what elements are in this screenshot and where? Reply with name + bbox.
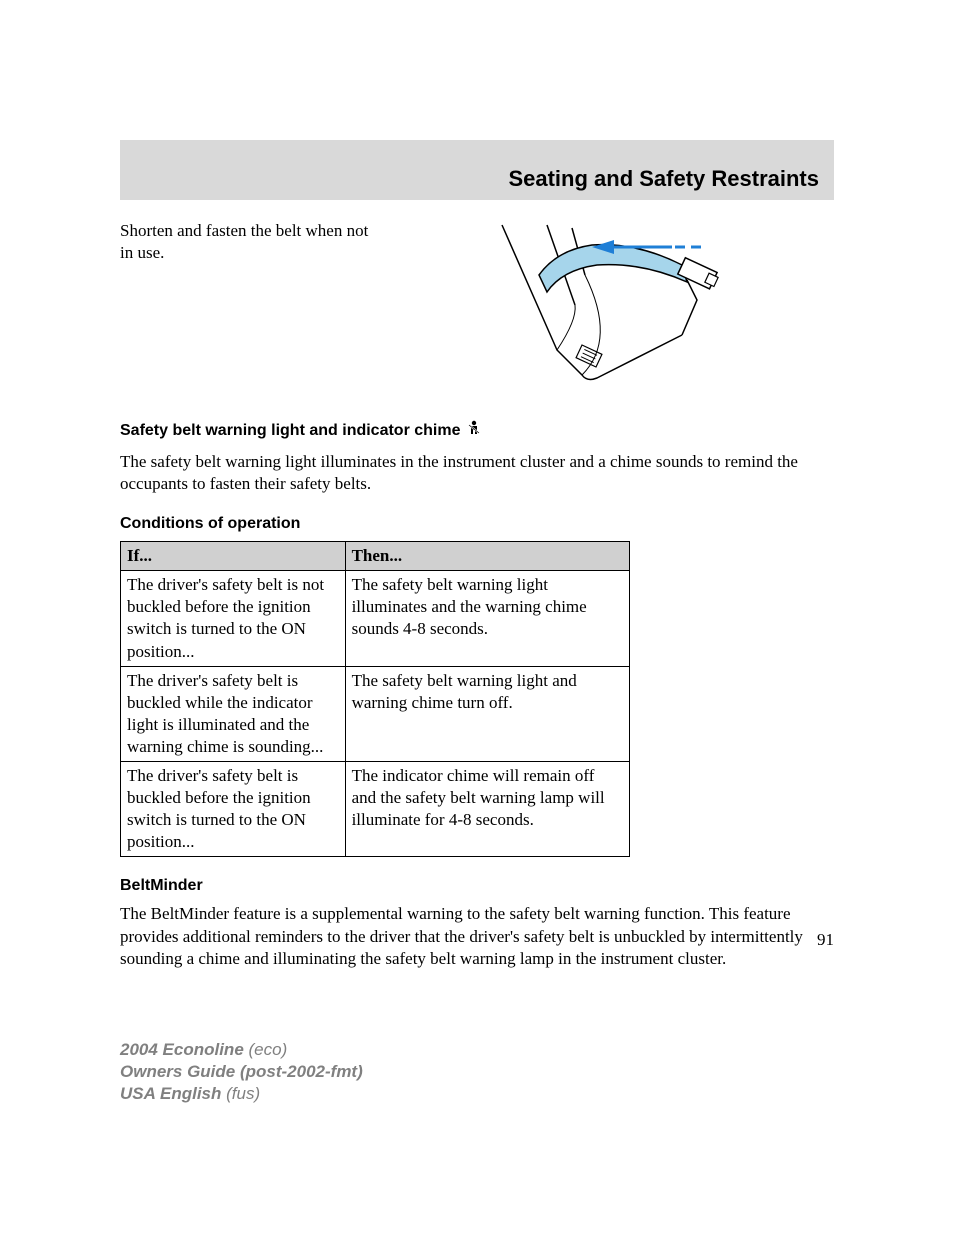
- table-row: The driver's safety belt is buckled befo…: [121, 762, 630, 857]
- page-container: Seating and Safety Restraints Shorten an…: [0, 0, 954, 1235]
- beltminder-body: The BeltMinder feature is a supplemental…: [120, 903, 834, 969]
- footer-line-3: USA English (fus): [120, 1083, 363, 1105]
- cell-if: The driver's safety belt is not buckled …: [121, 571, 346, 666]
- footer: 2004 Econoline (eco) Owners Guide (post-…: [120, 1039, 363, 1105]
- cell-if: The driver's safety belt is buckled befo…: [121, 762, 346, 857]
- footer-model: 2004 Econoline: [120, 1040, 244, 1059]
- footer-line-1: 2004 Econoline (eco): [120, 1039, 363, 1061]
- cell-then: The safety belt warning light and warnin…: [345, 666, 629, 761]
- table-row: The driver's safety belt is buckled whil…: [121, 666, 630, 761]
- page-title: Seating and Safety Restraints: [508, 166, 819, 192]
- footer-code-3: (fus): [226, 1084, 260, 1103]
- section-heading-safety-belt-warning: Safety belt warning light and indicator …: [120, 420, 834, 441]
- conditions-heading: Conditions of operation: [120, 515, 834, 533]
- safety-belt-warning-body: The safety belt warning light illuminate…: [120, 451, 834, 495]
- conditions-table: If... Then... The driver's safety belt i…: [120, 541, 630, 857]
- page-number: 91: [817, 930, 834, 950]
- cell-if: The driver's safety belt is buckled whil…: [121, 666, 346, 761]
- heading-text: Safety belt warning light and indicator …: [120, 422, 461, 440]
- header-band: Seating and Safety Restraints: [120, 140, 834, 200]
- col-header-if: If...: [121, 542, 346, 571]
- cell-then: The safety belt warning light illuminate…: [345, 571, 629, 666]
- seatbelt-person-icon: [467, 420, 481, 441]
- beltminder-heading: BeltMinder: [120, 877, 834, 895]
- table-row: The driver's safety belt is not buckled …: [121, 571, 630, 666]
- footer-lang: USA English: [120, 1084, 221, 1103]
- footer-guide: Owners Guide (post-2002-fmt): [120, 1062, 363, 1081]
- table-header-row: If... Then...: [121, 542, 630, 571]
- cell-then: The indicator chime will remain off and …: [345, 762, 629, 857]
- col-header-then: Then...: [345, 542, 629, 571]
- footer-code-1: (eco): [249, 1040, 288, 1059]
- footer-line-2: Owners Guide (post-2002-fmt): [120, 1061, 363, 1083]
- intro-row: Shorten and fasten the belt when not in …: [120, 220, 834, 395]
- intro-text: Shorten and fasten the belt when not in …: [120, 220, 380, 264]
- seatbelt-diagram: [380, 220, 834, 395]
